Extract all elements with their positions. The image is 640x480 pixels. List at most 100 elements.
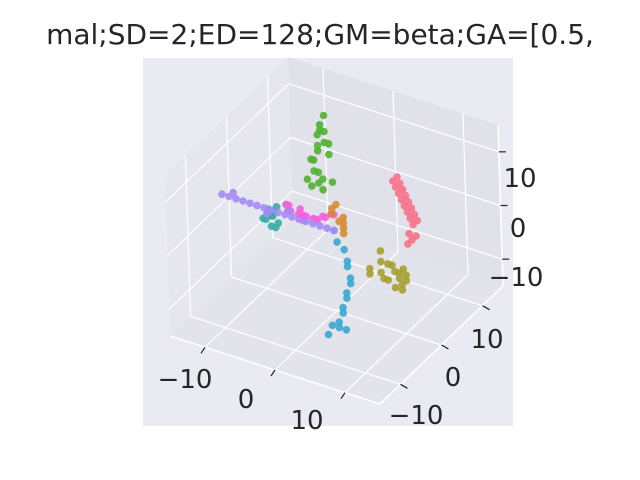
series-2-point — [377, 257, 385, 266]
series-6-point — [263, 210, 271, 218]
series-6-point — [302, 217, 310, 226]
series-6-point — [288, 213, 296, 221]
series-3-point — [325, 150, 333, 159]
series-7-point — [321, 213, 330, 222]
series-2-point — [395, 274, 404, 283]
x-tick-mark — [340, 392, 346, 399]
series-2-point — [384, 260, 392, 268]
series-6-point — [232, 195, 240, 203]
y-tick-label-10: 10 — [470, 325, 503, 355]
scatter-points — [218, 111, 422, 339]
x-tick-mark — [200, 347, 206, 354]
series-6-point — [316, 222, 324, 230]
series-5-point — [342, 326, 351, 334]
series-0-point — [391, 183, 400, 191]
series-0-point — [404, 240, 412, 248]
y-tick-label-neg10: −10 — [389, 401, 444, 431]
z-tick-label-neg10: −10 — [489, 263, 544, 293]
series-4-point — [274, 219, 283, 227]
series-1-point — [339, 229, 348, 238]
series-0-point — [397, 195, 406, 204]
series-3-point — [315, 121, 324, 129]
series-2-point — [376, 247, 385, 255]
series-0-point — [405, 229, 413, 238]
series-2-point — [380, 274, 388, 283]
series-2-point — [391, 267, 399, 276]
series-7-point — [285, 201, 293, 210]
series-5-point — [346, 274, 355, 283]
series-6-point — [330, 226, 338, 235]
series-6-point — [253, 201, 261, 210]
series-2-point — [377, 268, 385, 277]
z-tick-label-10: 10 — [503, 164, 536, 194]
series-6-point — [281, 210, 289, 219]
series-3-point — [308, 182, 316, 190]
series-3-point — [319, 111, 328, 120]
z-grid-left — [165, 83, 290, 203]
z-tick-label-0: 0 — [510, 214, 527, 244]
series-3-point — [315, 126, 324, 134]
series-3-point — [310, 167, 318, 175]
series-5-point — [328, 321, 337, 330]
series-2-point — [366, 264, 374, 273]
series-5-point — [343, 262, 352, 271]
series-0-point — [406, 214, 415, 222]
series-1-point — [328, 210, 336, 218]
y-tick-mark — [441, 344, 449, 350]
tick-marks — [200, 151, 510, 399]
x-tick-label-0: 0 — [238, 385, 255, 415]
series-6-point — [323, 224, 331, 232]
y-tick-mark — [482, 305, 490, 311]
series-5-point — [340, 245, 349, 254]
series-5-point — [335, 318, 344, 327]
series-2-point — [402, 271, 411, 280]
series-0-point — [400, 202, 409, 210]
series-3-point — [328, 178, 337, 186]
series-1-point — [335, 217, 343, 226]
series-3-point — [309, 156, 318, 164]
series-2-point — [398, 286, 407, 294]
series-7-point — [295, 210, 303, 218]
series-1-point — [339, 224, 348, 232]
series-3-point — [313, 147, 322, 155]
y-tick-mark — [400, 383, 408, 389]
chart-title: mal;SD=2;ED=128;GM=beta;GA=[0.5, — [46, 18, 594, 51]
series-5-point — [343, 289, 351, 297]
series-3-point — [313, 141, 322, 150]
series-5-point — [346, 279, 355, 288]
series-0-point — [403, 208, 412, 216]
series-5-point — [343, 294, 351, 303]
x-tick-label-10: 10 — [290, 406, 323, 436]
series-6-point — [260, 204, 268, 212]
series-3-point — [320, 138, 329, 147]
series-5-point — [339, 309, 348, 317]
z-grid-back — [288, 83, 500, 153]
series-1-point — [328, 204, 336, 213]
series-0-point — [394, 189, 403, 198]
series-2-point — [391, 283, 400, 292]
series-3-point — [314, 179, 323, 187]
series-5-point — [343, 257, 352, 266]
series-0-point — [389, 177, 397, 185]
series-3-point — [303, 175, 312, 184]
series-6-point — [225, 192, 233, 201]
series-6-point — [295, 215, 303, 223]
series-5-point — [339, 303, 347, 312]
series-2-point — [366, 270, 374, 278]
series-5-point — [324, 330, 333, 339]
series-6-point — [246, 199, 254, 208]
series-6-point — [309, 219, 317, 228]
series-2-point — [398, 280, 407, 289]
series-4-point — [268, 212, 277, 220]
x-tick-mark — [270, 369, 276, 377]
series-3-point — [319, 186, 327, 194]
series-4-point — [267, 222, 276, 230]
y-tick-label-0: 0 — [445, 363, 462, 393]
series-6-point — [274, 208, 282, 217]
series-5-point — [335, 323, 344, 332]
series-6-point — [239, 197, 247, 205]
series-0-point — [409, 220, 417, 229]
x-tick-label-neg10: −10 — [158, 365, 213, 395]
series-6-point — [218, 190, 226, 198]
